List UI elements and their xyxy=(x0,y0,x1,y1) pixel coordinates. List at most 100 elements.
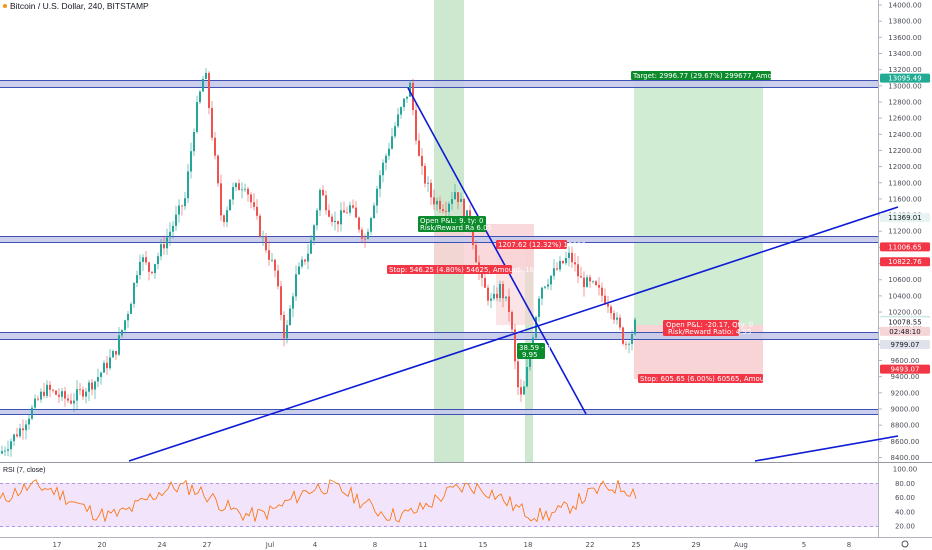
uptrend-line-upper[interactable] xyxy=(128,206,899,462)
price-tag-bg xyxy=(880,73,930,83)
uptrend-line-lower[interactable] xyxy=(754,435,899,462)
mini-position-label: 38.59 - 0 9.95 xyxy=(517,343,550,359)
price-tag-bg xyxy=(880,317,930,327)
rsi-line[interactable] xyxy=(0,479,637,523)
settings-icon[interactable] xyxy=(901,540,909,548)
price-tick-label: 11600.00 xyxy=(888,195,921,203)
candlestick-series[interactable] xyxy=(1,67,636,457)
rsi-axis[interactable]: 100.00 80.00 60.00 40.00 20.00 xyxy=(893,466,918,531)
price-tick-label: 11800.00 xyxy=(888,179,921,187)
candle-body xyxy=(247,188,249,195)
candle-body xyxy=(154,264,156,273)
resistance-band-13000[interactable] xyxy=(0,80,878,88)
candle-body xyxy=(505,296,507,299)
candle-body xyxy=(67,398,69,401)
candle-body xyxy=(130,303,132,314)
candle-body xyxy=(448,203,450,212)
candle-body xyxy=(175,214,177,226)
candle-body xyxy=(286,325,288,339)
svg-text:Open P&L: -20.17, Qty: 0: Open P&L: -20.17, Qty: 0 xyxy=(666,321,753,329)
price-tick-label: 13200.00 xyxy=(888,66,921,74)
candle-body xyxy=(490,298,492,301)
candle-body xyxy=(595,281,597,286)
candle-body xyxy=(166,237,168,249)
candle-body xyxy=(298,266,300,275)
price-tick-label: 12600.00 xyxy=(888,115,921,123)
candle-body xyxy=(547,284,549,287)
short-open-pl-label: Open P&L: 9. ty: 0 Risk/Reward Ra 6.05 xyxy=(418,216,492,232)
candle-body xyxy=(181,205,183,207)
candle-body xyxy=(319,189,321,211)
candle-body xyxy=(43,391,45,396)
candle-body xyxy=(58,394,60,397)
candle-body xyxy=(256,206,258,216)
candle-body xyxy=(304,259,306,262)
candle-body xyxy=(223,215,225,223)
candle-body xyxy=(214,137,216,156)
resistance-band-11100[interactable] xyxy=(0,236,878,243)
time-tick-label: 24 xyxy=(158,541,167,549)
svg-text:Open P&L: 9. ty: 0: Open P&L: 9. ty: 0 xyxy=(420,217,483,225)
time-axis[interactable]: 17 20 24 27 Jul 4 8 11 15 18 22 25 29 Aug 5 8 xyxy=(53,541,852,549)
candle-body xyxy=(76,389,78,401)
candle-body xyxy=(199,91,201,103)
candle-body xyxy=(436,200,438,205)
candle-body xyxy=(172,225,174,232)
candle-body xyxy=(430,182,432,198)
support-band-9050[interactable] xyxy=(0,409,878,415)
candle-body xyxy=(259,215,261,237)
support-band-10000[interactable] xyxy=(0,332,878,340)
candle-body xyxy=(328,210,330,217)
svg-text:9.95: 9.95 xyxy=(522,351,538,359)
candle-body xyxy=(619,317,621,328)
short-target-label: 1207.62 (12.32%) 10000 xyxy=(496,240,586,249)
candle-body xyxy=(301,259,303,267)
price-tag-bg xyxy=(880,213,930,223)
candle-body xyxy=(433,197,435,205)
candle-body xyxy=(37,398,39,400)
candle-body xyxy=(385,155,387,163)
candle-body xyxy=(343,210,345,213)
candle-body xyxy=(634,319,636,335)
candle-body xyxy=(541,287,543,299)
candle-body xyxy=(355,207,357,218)
downtrend-line[interactable] xyxy=(407,87,587,415)
rsi-tick-label: 80.00 xyxy=(895,480,915,488)
chart-title: Bitcoin / U.S. Dollar, 240, BITSTAMP xyxy=(3,1,149,11)
candle-body xyxy=(262,236,264,238)
candle-body xyxy=(340,210,342,225)
price-tag-bg xyxy=(880,242,930,252)
candle-body xyxy=(628,343,630,345)
price-tick-label: 9000.00 xyxy=(891,406,920,414)
candle-body xyxy=(229,199,231,211)
time-tick-label: 20 xyxy=(98,541,107,549)
price-tick-label: 14000.00 xyxy=(888,2,921,10)
long-profit-zone[interactable] xyxy=(634,79,763,325)
bitcoin-icon xyxy=(3,4,7,8)
candle-body xyxy=(85,391,87,397)
candle-body xyxy=(367,231,369,239)
candle-body xyxy=(463,199,465,217)
candle-body xyxy=(289,308,291,326)
long-target-label: Target: 2996.77 (29.67%) 299677, Amount:… xyxy=(631,71,810,80)
price-tick-label: 13600.00 xyxy=(888,34,921,42)
candle-body xyxy=(274,259,276,271)
candle-body xyxy=(502,283,504,299)
candle-body xyxy=(577,264,579,277)
candle-body xyxy=(526,366,528,387)
candle-body xyxy=(415,110,417,141)
candle-body xyxy=(529,352,531,367)
svg-text:38.59 - 0: 38.59 - 0 xyxy=(519,344,550,352)
rsi-tick-label: 40.00 xyxy=(895,508,915,516)
price-axis[interactable]: 8400.00 8600.00 8800.00 9000.00 9200.00 9400.… xyxy=(878,2,922,462)
price-tick-label: 12200.00 xyxy=(888,147,921,155)
candle-body xyxy=(466,210,468,217)
price-tick-label: 9600.00 xyxy=(891,357,920,365)
candle-body xyxy=(244,188,246,190)
candle-body xyxy=(610,306,612,314)
candle-body xyxy=(460,199,462,203)
price-tag-label: 02:48:10 xyxy=(889,328,920,336)
candle-body xyxy=(184,198,186,207)
candle-body xyxy=(607,303,609,307)
